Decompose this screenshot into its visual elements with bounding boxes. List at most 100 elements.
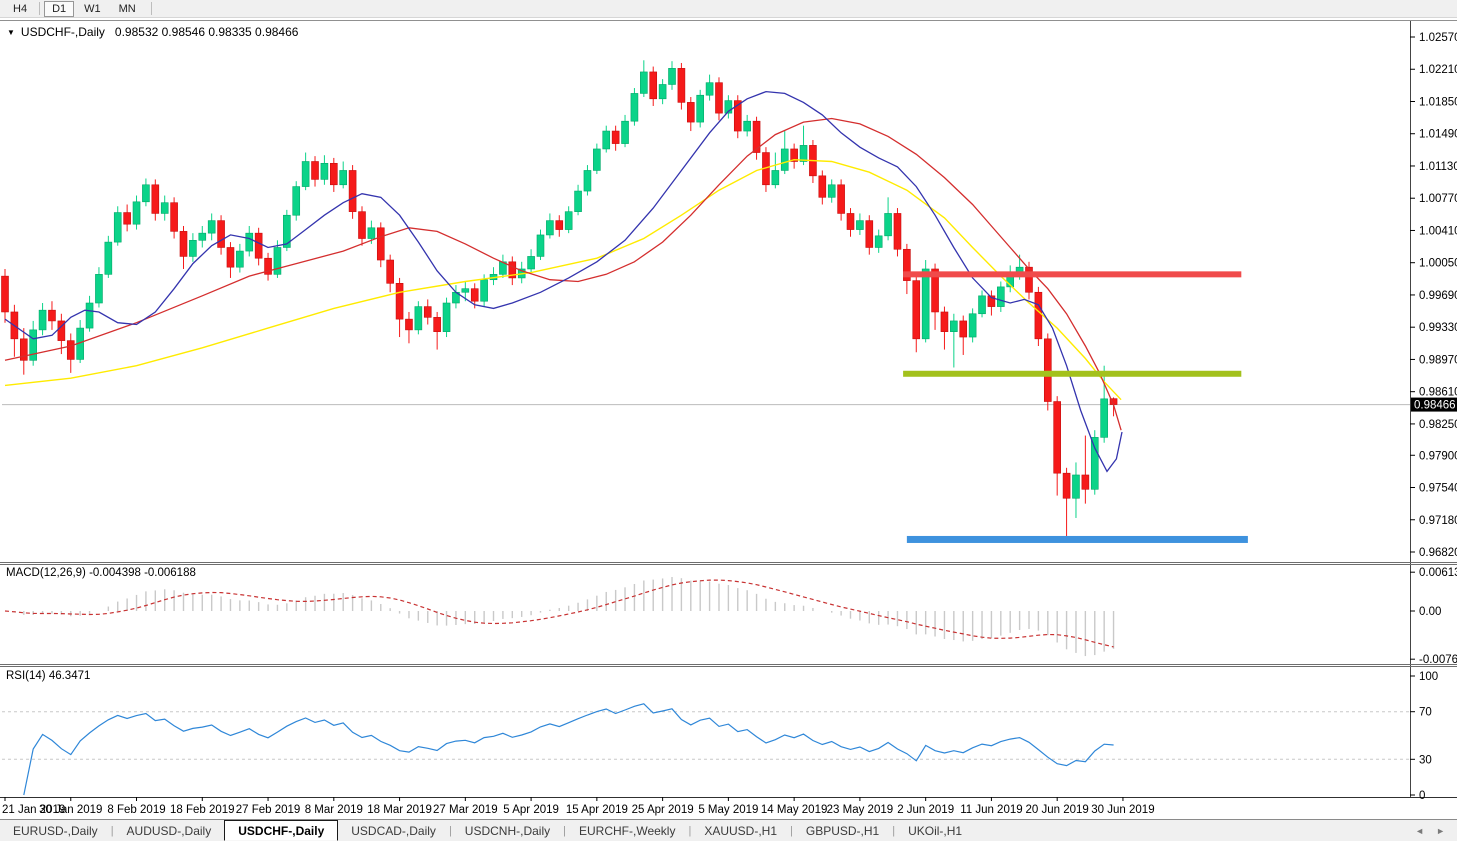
candle-body [395, 283, 404, 320]
candle-body [583, 170, 592, 192]
candle-body [1072, 474, 1080, 499]
candle-body [142, 184, 150, 203]
candle-body [940, 311, 949, 332]
candle-body [38, 309, 47, 331]
macd-signal-line [4, 579, 1114, 648]
candle-body [423, 306, 432, 318]
candle-body [283, 214, 291, 248]
candle-body [536, 234, 545, 257]
candle-body [893, 213, 902, 250]
timeframe-button-h4[interactable]: H4 [13, 2, 28, 15]
macd-axis-label: 0.00613 [1419, 567, 1457, 579]
candle-body [752, 120, 761, 153]
candle-body [470, 288, 479, 302]
price-axis-label: 1.00050 [1419, 258, 1457, 270]
candle-body [968, 313, 977, 338]
candle-body [85, 302, 94, 329]
chart-tab-eurusd[interactable]: EURUSD-,Daily [13, 823, 98, 838]
chart-tab-audusd[interactable]: AUDUSD-,Daily [126, 823, 212, 838]
candle-body [160, 202, 169, 214]
date-axis-label: 25 Apr 2019 [632, 804, 694, 816]
candle-body [386, 259, 394, 284]
hline-resistance-red[interactable] [903, 271, 1242, 278]
ma-line-blue [4, 90, 1123, 473]
chart-tab-usdcad[interactable]: USDCAD-,Daily [351, 823, 436, 838]
candle-body [433, 317, 441, 332]
candle-body [292, 186, 301, 216]
candle-body [1043, 338, 1052, 402]
rsi-axis-label: 100 [1419, 671, 1438, 683]
ma-line-yellow [4, 158, 1122, 401]
date-axis-label: 8 Feb 2019 [107, 804, 165, 816]
candle-body [508, 261, 517, 279]
candle-body [827, 184, 836, 198]
candle-body [358, 211, 366, 239]
candle-body [527, 256, 535, 270]
price-axis-label: 0.96820 [1419, 547, 1457, 559]
tab-scroll-right-icon[interactable]: ► [1436, 825, 1445, 836]
price-axis-label: 0.98970 [1419, 354, 1457, 366]
candle-body [837, 184, 845, 214]
date-axis-label: 30 Jan 2019 [39, 804, 102, 816]
timeframe-button-mn[interactable]: MN [118, 2, 136, 15]
candle-body [865, 220, 874, 248]
chart-tab-ukoil[interactable]: UKOil-,H1 [908, 823, 963, 838]
candle-body [546, 220, 554, 236]
candle-body [686, 102, 695, 123]
candle-body [903, 248, 911, 281]
chart-tab-bar: EURUSD-,Daily | AUDUSD-,Daily USDCHF-,Daily… [0, 819, 1457, 841]
candle-body [189, 240, 197, 257]
candle-body [480, 279, 488, 302]
chart-tab-xauusd[interactable]: XAUUSD-,H1 [704, 823, 777, 838]
date-axis-label: 5 May 2019 [698, 804, 758, 816]
rsi-axis-label: 70 [1419, 707, 1432, 719]
price-axis-label: 0.99330 [1419, 322, 1457, 334]
candle-body [856, 220, 864, 230]
tab-scroll-left-icon[interactable]: ◄ [1415, 825, 1425, 836]
price-axis-label: 1.00770 [1419, 193, 1457, 205]
candle-body [217, 220, 225, 248]
date-axis-label: 21 Jan 2019 [2, 804, 65, 816]
chart-tab-eurchf[interactable]: EURCHF-,Weekly [579, 823, 676, 838]
chart-tab-usdchf[interactable]: USDCHF-,Daily [224, 820, 339, 841]
candle-body [1034, 291, 1043, 340]
candle-body [593, 148, 601, 171]
date-axis-label: 8 Mar 2019 [305, 804, 363, 816]
date-axis-label: 11 Jun 2019 [960, 804, 1022, 816]
candle-body [301, 161, 310, 187]
price-axis-label: 1.01850 [1419, 96, 1457, 108]
date-axis-label: 2 Jun 2019 [897, 804, 954, 816]
candle-body [668, 68, 676, 85]
tab-separator: | [892, 824, 896, 837]
hline-support-blue[interactable] [906, 535, 1248, 543]
chart-canvas[interactable]: 1.02570 1.02210 1.01850 1.01490 1.01130 1.007… [0, 20, 1457, 820]
chart-tab-usdcnh[interactable]: USDCNH-,Daily [464, 823, 551, 838]
candle-body [170, 202, 178, 232]
candle-body [677, 68, 686, 103]
date-axis-label: 20 Jun 2019 [1026, 804, 1089, 816]
current-price-label-bg [1411, 397, 1457, 412]
candle-body [320, 162, 329, 180]
hline-level-olive[interactable] [903, 370, 1242, 377]
chart-tab-gbpusd[interactable]: GBPUSD-,H1 [805, 823, 880, 838]
timeframe-button-d1[interactable]: D1 [44, 0, 75, 17]
candle-body [630, 93, 639, 122]
candle-body [912, 280, 921, 340]
candle-body [123, 212, 131, 225]
candle-body [658, 84, 667, 100]
candle-body [1, 275, 9, 313]
tab-separator: | [790, 824, 793, 837]
candle-body [264, 257, 272, 275]
candle-body [1090, 437, 1099, 490]
candle-body [997, 286, 1005, 307]
tab-separator: | [448, 824, 452, 837]
candle-body [151, 184, 160, 214]
candle-body [113, 212, 122, 243]
price-axis-label: 1.02210 [1419, 64, 1457, 76]
date-axis-label: 5 Apr 2019 [503, 804, 559, 816]
timeframe-button-w1[interactable]: W1 [84, 2, 101, 15]
timeframe-toolbar: H4 D1 W1 MN [0, 0, 1457, 18]
candle-body [57, 320, 66, 341]
candle-body [273, 247, 282, 275]
